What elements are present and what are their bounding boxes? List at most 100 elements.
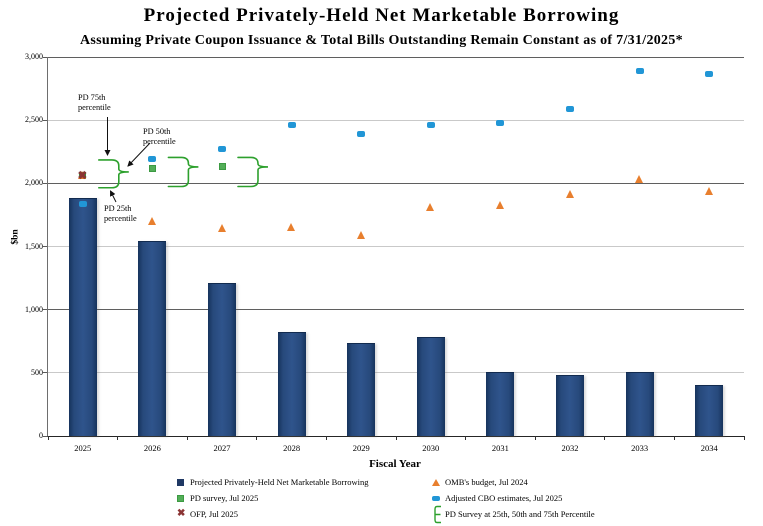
legend-swatch-blue-square-icon	[432, 495, 445, 501]
marker-omb-2030	[426, 202, 435, 211]
x-tick	[465, 436, 467, 440]
marker-cbo-2028	[287, 121, 296, 128]
annotation-pd50: PD 50th percentile	[143, 127, 176, 146]
marker-cbo-2027	[218, 145, 226, 152]
legend-item-square: PD survey, Jul 2025	[177, 491, 258, 505]
marker-pd-survey-2026	[148, 164, 156, 172]
marker-omb-2034	[704, 187, 713, 196]
x-tick	[743, 436, 745, 440]
x-tick-label: 2026	[143, 443, 161, 453]
legend-label: Projected Privately-Held Net Marketable …	[190, 477, 369, 487]
bar-marker-icon	[177, 478, 184, 486]
annotation-pd25-line1: PD 25th	[104, 204, 132, 213]
y-tick	[43, 435, 47, 437]
x-tick	[47, 436, 49, 440]
annotation-pd75-line2: percentile	[78, 102, 111, 112]
marker-omb-2027	[217, 224, 226, 233]
y-tick-label: 1,000	[25, 304, 43, 314]
y-tick	[43, 119, 47, 121]
marker-cbo-2030	[426, 121, 435, 128]
y-tick-label: 500	[31, 367, 43, 377]
y-tick-label: 2,500	[25, 115, 43, 125]
gridline-500	[48, 372, 744, 374]
bar-2030	[416, 336, 445, 436]
annotation-pd50-line1: PD 50th	[143, 127, 171, 136]
bar-2025	[68, 197, 97, 436]
marker-cbo-2031	[496, 119, 505, 126]
legend-label: PD Survey at 25th, 50th and 75th Percent…	[445, 509, 595, 519]
marker-pd-survey-2027	[218, 163, 226, 171]
marker-omb-2028	[287, 223, 296, 232]
y-tick-label: 0	[39, 431, 43, 440]
x-axis-title: Fiscal Year	[369, 458, 421, 470]
gridline-2500	[48, 119, 744, 121]
legend-swatch-brace-icon	[432, 505, 445, 524]
bar-2031	[486, 371, 515, 436]
legend-swatch-x-icon: ✖	[177, 508, 190, 520]
x-tick-label: 2029	[352, 443, 370, 453]
x-tick	[534, 436, 536, 440]
y-tick	[43, 182, 47, 184]
bar-2027	[208, 282, 236, 436]
x-tick	[325, 436, 327, 440]
marker-omb-2031	[495, 200, 504, 209]
y-tick	[43, 309, 47, 311]
marker-cbo-2025	[78, 200, 87, 207]
x-tick-label: 2028	[283, 443, 301, 453]
x-tick-label: 2025	[74, 443, 92, 453]
square-marker-icon	[177, 494, 184, 502]
brace-icon	[434, 505, 441, 523]
gridline-1500	[48, 246, 744, 247]
annotation-pd25-line2: percentile	[104, 213, 137, 223]
legend-item-triangle: OMB's budget, Jul 2024	[432, 475, 528, 489]
chart-subtitle: Assuming Private Coupon Issuance & Total…	[80, 33, 683, 48]
marker-cbo-2026	[148, 155, 157, 162]
x-tick	[186, 436, 188, 440]
x-tick	[256, 436, 258, 440]
marker-omb-2026	[147, 216, 156, 225]
marker-omb-2025	[78, 171, 87, 180]
marker-omb-2029	[356, 230, 365, 239]
marker-omb-2032	[565, 189, 574, 198]
x-marker-icon: ✖	[177, 508, 186, 519]
bar-2028	[277, 331, 306, 436]
legend-label: OFP, Jul 2025	[190, 509, 238, 519]
chart-title: Projected Privately-Held Net Marketable …	[143, 5, 620, 26]
legend-swatch-square-icon	[177, 494, 190, 502]
x-tick-label: 2033	[631, 443, 649, 453]
bar-2034	[695, 384, 724, 436]
y-tick	[43, 372, 47, 374]
annotation-pd50-line2: percentile	[143, 136, 176, 146]
annotation-pd25: PD 25th percentile	[104, 204, 137, 223]
bar-2033	[625, 372, 654, 436]
legend-label: OMB's budget, Jul 2024	[445, 477, 528, 487]
blue-square-marker-icon	[432, 495, 440, 501]
legend-item-x: ✖ OFP, Jul 2025	[177, 507, 238, 521]
annotation-pd75: PD 75th percentile	[78, 93, 111, 112]
marker-cbo-2033	[635, 67, 644, 74]
marker-cbo-2032	[566, 105, 574, 112]
plot-area: 0 500 1,000 1,500 2,000 2,500 3,000 ✖ 2025 2026…	[25, 52, 745, 453]
bar-2029	[347, 342, 376, 436]
y-tick-label: 1,500	[25, 241, 43, 251]
legend-item-blue-square: Adjusted CBO estimates, Jul 2025	[432, 491, 562, 505]
marker-omb-2033	[635, 175, 644, 184]
annotation-pd75-line1: PD 75th	[78, 93, 106, 102]
x-tick-label: 2030	[422, 443, 440, 453]
triangle-marker-icon	[432, 478, 440, 486]
x-tick-label: 2034	[700, 443, 718, 453]
x-tick	[117, 436, 119, 440]
legend-label: PD survey, Jul 2025	[190, 493, 259, 503]
x-tick-label: 2027	[213, 443, 231, 453]
legend-swatch-triangle-icon	[432, 478, 445, 486]
legend-item-bar: Projected Privately-Held Net Marketable …	[177, 475, 368, 489]
gridline-2000	[48, 182, 744, 184]
legend-swatch-bar-icon	[177, 478, 190, 486]
marker-ofp-2025: ✖	[77, 170, 88, 183]
y-tick	[43, 246, 47, 247]
legend-label: Adjusted CBO estimates, Jul 2025	[445, 493, 563, 503]
bar-2026	[138, 240, 167, 436]
marker-cbo-2034	[705, 71, 714, 78]
x-tick	[395, 436, 397, 440]
